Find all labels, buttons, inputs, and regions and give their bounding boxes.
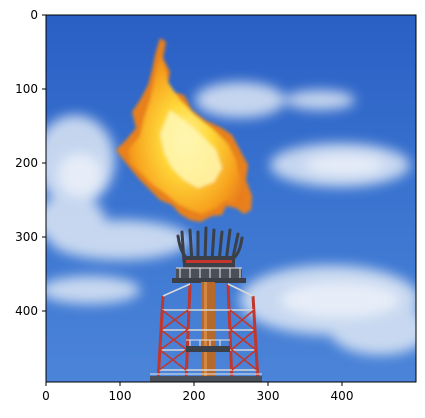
- flare-head-band: [186, 260, 232, 263]
- x-tick-label: 100: [109, 389, 132, 403]
- lower-platform: [150, 339, 262, 382]
- axes-frame: [45, 14, 417, 383]
- y-tick-label: 400: [15, 304, 38, 318]
- x-tick-label: 200: [183, 389, 206, 403]
- y-axis: [42, 14, 46, 312]
- x-tick-label: 0: [42, 389, 50, 403]
- y-tick-label: 0: [30, 8, 38, 22]
- flame: [116, 38, 252, 222]
- upper-platform: [172, 267, 246, 283]
- y-tick-label: 300: [15, 230, 38, 244]
- x-tick-label: 300: [257, 389, 280, 403]
- stack-pipe: [201, 282, 215, 382]
- x-axis: [45, 382, 343, 386]
- x-tick-label: 400: [331, 389, 354, 403]
- y-tick-label: 100: [15, 82, 38, 96]
- cloud-highlights: [58, 153, 400, 318]
- y-tick-label: 200: [15, 156, 38, 170]
- photo: [46, 15, 416, 382]
